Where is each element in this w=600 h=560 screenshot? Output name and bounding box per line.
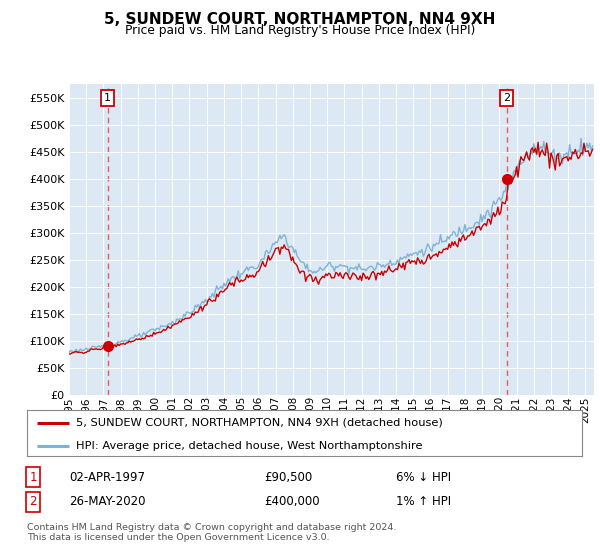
Text: £90,500: £90,500 — [264, 470, 312, 484]
Text: 1% ↑ HPI: 1% ↑ HPI — [396, 495, 451, 508]
Text: HPI: Average price, detached house, West Northamptonshire: HPI: Average price, detached house, West… — [76, 441, 422, 451]
Text: 2: 2 — [503, 93, 510, 103]
Text: 1: 1 — [104, 93, 111, 103]
Text: 5, SUNDEW COURT, NORTHAMPTON, NN4 9XH: 5, SUNDEW COURT, NORTHAMPTON, NN4 9XH — [104, 12, 496, 27]
Text: 5, SUNDEW COURT, NORTHAMPTON, NN4 9XH (detached house): 5, SUNDEW COURT, NORTHAMPTON, NN4 9XH (d… — [76, 418, 443, 428]
Text: 2: 2 — [29, 495, 37, 508]
Text: 1: 1 — [29, 470, 37, 484]
Text: Price paid vs. HM Land Registry's House Price Index (HPI): Price paid vs. HM Land Registry's House … — [125, 24, 475, 36]
Text: 6% ↓ HPI: 6% ↓ HPI — [396, 470, 451, 484]
Text: 02-APR-1997: 02-APR-1997 — [69, 470, 145, 484]
Text: 26-MAY-2020: 26-MAY-2020 — [69, 495, 146, 508]
Text: Contains HM Land Registry data © Crown copyright and database right 2024.
This d: Contains HM Land Registry data © Crown c… — [27, 523, 397, 543]
Text: £400,000: £400,000 — [264, 495, 320, 508]
